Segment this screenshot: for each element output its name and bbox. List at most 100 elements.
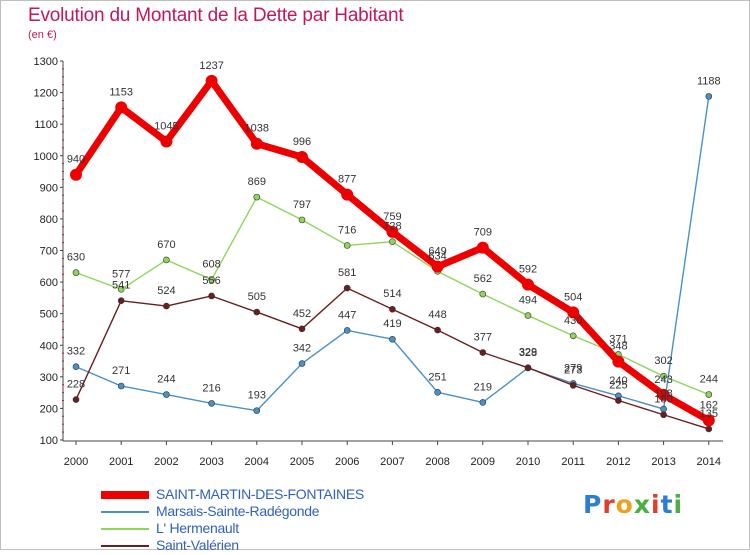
data-label: 271: [112, 365, 130, 377]
series-point: [250, 137, 263, 150]
data-label: 448: [428, 309, 446, 321]
series-point: [117, 286, 125, 293]
series-point: [298, 360, 306, 367]
data-label: 759: [383, 211, 401, 223]
data-label: 996: [293, 136, 311, 148]
data-labels: 940 1153 1045 1237 1038 996 877 759 649 709 592 504…: [67, 60, 721, 420]
series-point: [343, 284, 351, 292]
data-label: 709: [474, 227, 492, 239]
data-label: 244: [700, 374, 718, 386]
y-tick-label: 100: [40, 435, 58, 447]
data-label: 162: [700, 399, 718, 411]
series-point: [117, 382, 125, 390]
series-point: [702, 414, 715, 427]
proxiti-logo: Proxiti: [583, 490, 684, 519]
data-label: 592: [519, 264, 537, 276]
series-point: [343, 242, 351, 249]
data-label: 279: [564, 362, 582, 374]
y-tick-label: 400: [40, 340, 58, 352]
series-point: [612, 355, 625, 368]
series-point: [72, 396, 80, 403]
y-tick-label: 900: [40, 182, 58, 194]
data-label: 556: [202, 275, 220, 287]
series-point: [298, 325, 306, 333]
series-point: [389, 305, 396, 313]
y-tick-label: 500: [40, 309, 58, 321]
chart-unit: (en €): [28, 29, 57, 41]
data-label: 198: [654, 388, 672, 400]
y-tick-label: 1000: [34, 151, 58, 163]
x-tick-label: 2010: [516, 456, 540, 468]
series-point: [341, 188, 354, 201]
x-tick-label: 2004: [245, 456, 269, 468]
series-point: [72, 269, 80, 276]
data-label: 524: [157, 285, 175, 297]
data-label: 348: [609, 341, 627, 353]
data-label: 728: [383, 221, 401, 233]
series-point: [343, 327, 351, 334]
legend-swatch: [101, 528, 149, 530]
data-label: 577: [112, 268, 130, 280]
data-label: 328: [519, 347, 537, 359]
x-tick-label: 2008: [425, 456, 449, 468]
data-label: 541: [112, 280, 130, 292]
series-point: [660, 405, 667, 413]
data-label: 940: [67, 154, 85, 166]
series-point: [569, 382, 577, 389]
data-label: 216: [202, 382, 220, 394]
series-point: [208, 400, 215, 407]
series-point: [160, 135, 173, 148]
data-label: 377: [474, 332, 492, 344]
data-label: 1237: [199, 60, 223, 72]
x-tick-label: 2014: [697, 456, 721, 468]
data-label: 447: [338, 309, 356, 321]
series-point: [389, 335, 396, 343]
legend-label: Saint-Valérien: [156, 537, 239, 553]
data-label: 342: [293, 343, 311, 355]
y-tick-label: 1100: [34, 119, 58, 131]
series-point: [705, 93, 713, 100]
series-point: [705, 425, 713, 433]
data-label: 1153: [109, 86, 133, 98]
x-tick-label: 2000: [64, 456, 88, 468]
data-label: 302: [654, 355, 672, 367]
data-label: 219: [474, 381, 492, 393]
series-point: [479, 349, 487, 356]
data-label: 797: [293, 199, 311, 211]
series-point: [115, 101, 128, 114]
series-point: [298, 216, 306, 224]
series-point: [296, 151, 308, 164]
legend-label: L' Hermenault: [156, 520, 239, 536]
series-point: [208, 276, 215, 283]
series-point: [524, 364, 532, 371]
data-label: 243: [654, 374, 672, 386]
series-point: [479, 290, 487, 298]
y-tick-label: 200: [40, 403, 58, 415]
series-point: [657, 388, 670, 401]
y-tick-label: 800: [40, 214, 58, 226]
series-point: [163, 256, 170, 264]
legend-swatch: [101, 491, 149, 499]
series-point: [163, 302, 170, 310]
series-point: [253, 193, 261, 201]
data-label: 135: [700, 408, 718, 420]
series-point: [70, 168, 82, 181]
data-label: 332: [67, 346, 85, 358]
data-label: 630: [67, 252, 85, 264]
chart-title: Evolution du Montant de la Dette par Hab…: [28, 5, 404, 26]
series-group: [70, 74, 715, 433]
data-label: 193: [248, 390, 266, 402]
data-label: 634: [428, 250, 446, 262]
series-point: [434, 326, 441, 334]
y-tick-label: 1200: [34, 88, 58, 100]
x-tick-label: 2006: [335, 456, 359, 468]
x-tick-label: 2001: [109, 456, 133, 468]
data-label: 244: [157, 374, 175, 386]
series-point: [522, 278, 534, 291]
series-point: [705, 391, 713, 398]
series-point: [524, 312, 532, 319]
series-point: [479, 399, 487, 406]
data-label: 608: [202, 259, 220, 271]
